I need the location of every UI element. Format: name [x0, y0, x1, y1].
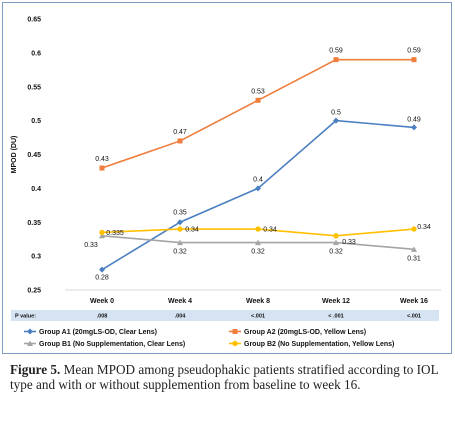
p-value: <.001	[407, 314, 421, 320]
data-point	[411, 124, 417, 131]
data-label: 0.28	[95, 275, 109, 282]
p-value: <.001	[251, 314, 265, 320]
data-label: 0.5	[331, 110, 341, 117]
mpod-line-chart: 0.25 0.3 0.35 0.4 0.45 0.5 0.55 0.6 0.65 MPOD (DU…	[11, 17, 441, 348]
data-label: 0.59	[329, 48, 343, 55]
legend-entry: Group B2 (No Supplementation, Yellow Len…	[244, 341, 394, 348]
legend-marker	[232, 329, 238, 334]
data-label: 0.31	[407, 255, 421, 262]
data-point	[333, 57, 339, 63]
figure-caption: Figure 5. Mean MPOD among pseudophakic p…	[10, 362, 450, 392]
p-value-row-bg	[11, 310, 439, 321]
data-label: 0.32	[173, 249, 187, 256]
data-label: 0.53	[251, 88, 265, 95]
data-point	[411, 226, 417, 232]
legend-marker	[232, 340, 238, 347]
data-point	[177, 226, 183, 232]
x-tick-label: Week 16	[400, 298, 428, 305]
series-line	[101, 119, 415, 271]
data-label: 0.4	[253, 176, 263, 183]
data-label: 0.43	[95, 156, 109, 163]
data-point	[411, 57, 417, 63]
p-value: .004	[175, 314, 187, 320]
data-point	[177, 239, 183, 246]
y-tick-label: 0.45	[27, 152, 41, 159]
data-point	[255, 185, 261, 192]
data-point	[177, 219, 183, 226]
data-label: 0.34	[185, 227, 199, 234]
y-axis-title: MPOD (DU)	[11, 136, 18, 174]
data-point	[255, 226, 261, 232]
data-label: 0.49	[407, 116, 421, 123]
data-point	[333, 233, 339, 239]
data-point	[99, 165, 105, 171]
y-tick-label: 0.5	[31, 118, 41, 125]
y-tick-label: 0.35	[27, 220, 41, 227]
p-value: < .001	[328, 314, 343, 320]
data-point	[99, 266, 105, 273]
data-point	[99, 229, 105, 236]
x-tick-label: Week 8	[246, 298, 270, 305]
legend-entry: Group A1 (20mgLS-OD, Clear Lens)	[39, 329, 157, 336]
x-tick-label: Week 0	[90, 298, 114, 305]
data-label: 0.34	[263, 227, 277, 234]
y-tick-label: 0.6	[31, 50, 41, 57]
legend-entry: Group A2 (20mgLS-OD, Yellow Lens)	[244, 329, 366, 336]
y-tick-label: 0.4	[31, 186, 41, 193]
caption-label: Figure 5.	[10, 362, 61, 377]
y-tick-label: 0.65	[27, 17, 41, 24]
legend-entry: Group B1 (No Supplementation, Clear Lens…	[39, 341, 185, 348]
data-label: 0.32	[251, 249, 265, 256]
data-label: 0.33	[84, 242, 98, 249]
data-label: 0.59	[407, 48, 421, 55]
chart-frame: 0.25 0.3 0.35 0.4 0.45 0.5 0.55 0.6 0.65 MPOD (DU…	[2, 2, 452, 354]
data-point	[333, 239, 339, 246]
y-tick-label: 0.25	[27, 288, 41, 295]
y-tick-label: 0.3	[31, 254, 41, 261]
data-point	[177, 138, 183, 144]
data-label: 0.47	[173, 129, 187, 136]
p-value: .008	[97, 314, 108, 320]
data-label: 0.34	[417, 224, 431, 231]
data-label: 0.335	[106, 230, 124, 237]
caption-text: Mean MPOD among pseudophakic patients st…	[10, 362, 439, 392]
x-tick-label: Week 12	[322, 298, 350, 305]
data-point	[255, 97, 261, 103]
data-point	[255, 239, 261, 246]
data-label: 0.32	[329, 249, 343, 256]
legend-marker	[27, 340, 33, 346]
x-tick-label: Week 4	[168, 298, 192, 305]
legend-marker	[27, 328, 33, 335]
data-point	[99, 232, 105, 239]
data-label: 0.33	[342, 239, 356, 246]
data-point	[333, 117, 339, 124]
y-tick-label: 0.55	[27, 84, 41, 91]
p-value-label: P value:	[15, 314, 36, 320]
data-label: 0.35	[173, 209, 187, 216]
data-point	[411, 246, 417, 252]
series-line	[101, 58, 414, 169]
